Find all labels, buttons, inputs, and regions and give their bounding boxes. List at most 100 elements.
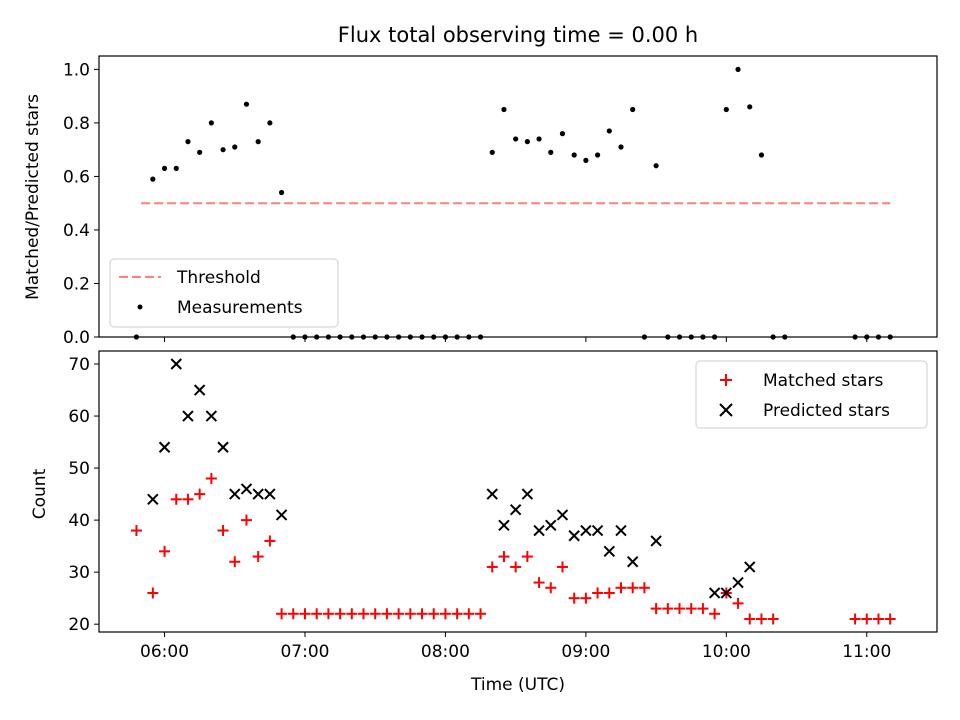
matched-star-point xyxy=(276,608,288,620)
measurement-point xyxy=(559,131,566,137)
predicted-star-point xyxy=(498,519,510,532)
matched-star-point xyxy=(147,587,159,599)
matched-star-point xyxy=(381,608,393,620)
matched-star-point xyxy=(510,561,522,573)
measurement-point xyxy=(536,136,542,142)
predicted-star-stroke-b xyxy=(545,519,557,532)
predicted-star-point xyxy=(708,587,721,599)
predicted-star-point xyxy=(568,530,580,542)
predicted-star-point xyxy=(509,504,522,516)
matched-star-point xyxy=(486,561,498,573)
matched-star-point xyxy=(650,603,662,615)
matched-star-point xyxy=(130,525,142,537)
predicted-star-point xyxy=(158,441,171,453)
top-y-tick-label: 0.4 xyxy=(63,221,90,241)
matched-star-point xyxy=(884,613,896,625)
predicted-star-point xyxy=(626,556,639,568)
predicted-star-stroke-b xyxy=(556,509,569,521)
matched-star-point xyxy=(744,613,756,625)
matched-star-point xyxy=(182,493,194,505)
matched-star-point xyxy=(439,608,451,620)
predicted-star-stroke-b xyxy=(615,524,627,537)
predicted-star-stroke-b xyxy=(182,410,194,422)
predicted-star-stroke-b xyxy=(264,488,276,500)
matched-star-point xyxy=(205,472,217,484)
measurement-point xyxy=(524,139,530,145)
predicted-star-point xyxy=(603,545,615,558)
bottom-axis-ticks: 20 30 40 50 60 70 06:00 07:00 08:00 09:00 10:00 11:… xyxy=(68,355,891,662)
matched-star-point xyxy=(287,608,299,620)
predicted-star-point xyxy=(556,509,569,521)
top-plot-area xyxy=(133,66,893,340)
predicted-star-point xyxy=(615,524,627,537)
bottom-axes-frame xyxy=(98,350,938,633)
matched-star-point xyxy=(322,608,334,620)
matched-star-point xyxy=(849,613,861,625)
matched-star-point xyxy=(264,535,276,547)
measurement-point xyxy=(243,101,250,107)
matched-star-point xyxy=(697,603,709,615)
measurement-point xyxy=(513,136,519,142)
measurement-point xyxy=(571,152,577,158)
predicted-star-point xyxy=(205,410,218,422)
predicted-star-stroke-b xyxy=(252,488,264,500)
measurement-point xyxy=(735,66,741,72)
matched-star-point xyxy=(404,608,416,620)
predicted-star-point xyxy=(217,441,229,453)
bottom-y-tick-label: 70 xyxy=(68,355,90,375)
matched-star-point xyxy=(475,608,487,620)
matched-star-point xyxy=(709,608,721,620)
measurement-point xyxy=(208,120,214,126)
matched-star-point xyxy=(334,608,346,620)
predicted-star-point xyxy=(533,524,545,537)
predicted-star-stroke-b xyxy=(568,530,580,542)
top-y-tick-label: 0.0 xyxy=(63,328,90,348)
measurement-point xyxy=(758,152,765,158)
predicted-star-stroke-b xyxy=(240,483,253,495)
predicted-star-stroke-b xyxy=(591,524,604,537)
measurement-point xyxy=(618,144,624,150)
bottom-panel: Count Time (UTC) 20 30 40 50 60 70 06:00 07:00 0… xyxy=(30,350,938,695)
x-tick-label: 10:00 xyxy=(702,642,751,662)
matched-star-point xyxy=(217,525,229,537)
measurement-point xyxy=(594,152,601,158)
matched-star-point xyxy=(545,582,557,594)
predicted-star-stroke-b xyxy=(170,358,182,370)
top-axes-frame xyxy=(98,55,938,338)
top-y-tick-label: 0.6 xyxy=(63,167,90,187)
matched-star-point xyxy=(603,587,615,599)
matched-star-point xyxy=(568,592,580,604)
legend-threshold-label: Threshold xyxy=(176,268,261,288)
predicted-star-point xyxy=(650,535,662,547)
measurement-point xyxy=(197,149,203,155)
matched-star-point xyxy=(592,587,604,599)
predicted-star-point xyxy=(182,410,194,422)
matched-star-point xyxy=(428,608,440,620)
matched-star-point xyxy=(194,488,206,500)
bottom-plot-area xyxy=(130,358,896,625)
top-legend: Threshold Measurements xyxy=(109,258,339,328)
predicted-star-point xyxy=(193,384,206,396)
predicted-star-stroke-b xyxy=(732,576,744,589)
x-tick-label: 06:00 xyxy=(140,642,189,662)
measurement-point xyxy=(723,106,729,113)
bottom-y-tick-label: 50 xyxy=(68,459,90,479)
predicted-star-point xyxy=(264,488,276,500)
predicted-star-point xyxy=(545,519,557,532)
measurement-point xyxy=(278,189,285,196)
measurement-point xyxy=(267,120,273,126)
matched-star-point xyxy=(556,561,568,573)
matched-star-point xyxy=(767,613,779,625)
predicted-star-stroke-b xyxy=(275,509,288,521)
predicted-star-point xyxy=(147,493,159,506)
measurement-point xyxy=(489,149,495,155)
matched-star-point xyxy=(685,603,697,615)
predicted-star-stroke-b xyxy=(229,488,241,500)
top-y-tick-label: 0.8 xyxy=(63,114,90,134)
measurement-point xyxy=(173,165,179,171)
matched-star-point xyxy=(369,608,381,620)
predicted-star-stroke-b xyxy=(205,410,218,422)
matched-star-point xyxy=(252,551,264,563)
matched-star-point xyxy=(674,603,686,615)
matched-star-point xyxy=(159,545,171,557)
